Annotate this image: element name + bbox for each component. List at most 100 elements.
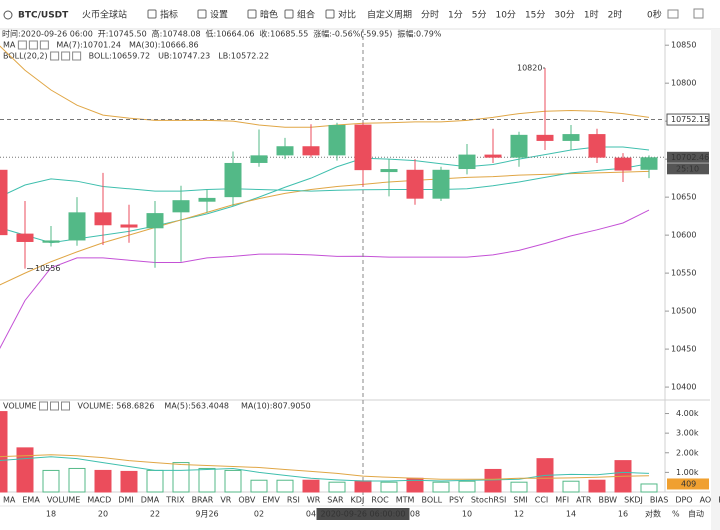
period-button[interactable]: 5分 bbox=[472, 10, 487, 21]
legend-icon[interactable] bbox=[50, 51, 60, 61]
volume-badge bbox=[667, 478, 709, 490]
period-button[interactable]: 30分 bbox=[554, 10, 574, 21]
volume-bar bbox=[250, 479, 268, 493]
toolbar-icon[interactable] bbox=[147, 9, 157, 19]
candle-body bbox=[224, 162, 242, 198]
volume-bar bbox=[328, 481, 346, 493]
indicator-tab[interactable]: SKDJ bbox=[624, 496, 643, 505]
indicator-tab[interactable]: EMV bbox=[262, 496, 280, 505]
indicator-tab[interactable]: MTM bbox=[396, 496, 415, 505]
volume-bar bbox=[510, 481, 528, 493]
period-button[interactable]: 1分 bbox=[448, 10, 463, 21]
indicator-tab[interactable]: DMA bbox=[141, 496, 160, 505]
side-panel bbox=[711, 29, 720, 530]
x-tick-label: 02 bbox=[254, 510, 264, 519]
indicator-tab[interactable]: DPO bbox=[675, 496, 692, 505]
indicator-tab[interactable]: ROC bbox=[371, 496, 389, 505]
toolbar-button[interactable]: 设置 bbox=[210, 10, 228, 21]
indicator-tab[interactable]: BRAR bbox=[192, 496, 214, 505]
annotation: 10820 bbox=[517, 63, 542, 72]
indicator-tab[interactable]: BIAS bbox=[650, 496, 668, 505]
candle-body bbox=[276, 146, 294, 156]
volume-badge-label: 409 bbox=[681, 479, 696, 488]
legend-icon[interactable] bbox=[17, 40, 27, 50]
indicator-tab[interactable]: BBW bbox=[598, 496, 617, 505]
indicator-tab[interactable]: AO bbox=[700, 496, 712, 505]
toolbar-button[interactable]: 指标 bbox=[160, 9, 178, 21]
y-tick-label: 4.00k bbox=[676, 409, 699, 418]
period-button[interactable]: 分时 bbox=[421, 9, 439, 21]
candle-body bbox=[588, 134, 606, 158]
indicator-tab[interactable]: RSI bbox=[287, 496, 300, 505]
indicator-tab[interactable]: Position bbox=[718, 496, 720, 505]
indicator-tab[interactable]: MFI bbox=[555, 496, 569, 505]
indicator-tab[interactable]: SAR bbox=[327, 496, 344, 505]
indicator-tab[interactable]: EMA bbox=[22, 496, 40, 505]
indicator-tab[interactable]: TRIX bbox=[165, 496, 185, 505]
legend-icon[interactable] bbox=[72, 51, 82, 61]
volume-bar bbox=[224, 469, 242, 493]
volume-bar bbox=[16, 447, 34, 493]
legend-icon[interactable] bbox=[28, 40, 38, 50]
volume-bar bbox=[484, 468, 502, 493]
camera-icon[interactable] bbox=[667, 9, 679, 19]
search-icon[interactable] bbox=[3, 10, 13, 20]
legend-icon[interactable] bbox=[61, 51, 71, 61]
period-button[interactable]: 10分 bbox=[495, 10, 515, 21]
indicator-label: MA bbox=[3, 41, 16, 50]
toolbar-icon[interactable] bbox=[284, 9, 294, 19]
symbol[interactable]: BTC/USDT bbox=[18, 11, 69, 21]
candle-body bbox=[302, 146, 320, 156]
toolbar-icon[interactable] bbox=[197, 9, 207, 19]
y-tick-label: 2.00k bbox=[676, 448, 699, 457]
axis-option[interactable]: 对数 bbox=[645, 509, 661, 519]
price-badge-label: 10752.15 bbox=[671, 115, 709, 124]
exchange[interactable]: 火币全球站 bbox=[82, 9, 127, 21]
toolbar-button[interactable]: 组合 bbox=[297, 9, 315, 21]
candle-body bbox=[328, 124, 346, 156]
period-button[interactable]: 15分 bbox=[525, 10, 545, 21]
toolbar-icon[interactable] bbox=[325, 9, 335, 19]
legend-icon[interactable] bbox=[50, 401, 59, 411]
indicator-tab[interactable]: DMI bbox=[118, 496, 133, 505]
axis-option[interactable]: 自动 bbox=[688, 509, 704, 519]
indicator-tab[interactable]: SMI bbox=[513, 496, 527, 505]
axis-option[interactable]: % bbox=[672, 510, 680, 519]
x-tick-label: 22 bbox=[150, 510, 160, 519]
legend-icon[interactable] bbox=[39, 40, 49, 50]
toolbar-button[interactable]: 暗色 bbox=[260, 9, 278, 21]
indicator-tab[interactable]: ATR bbox=[576, 496, 592, 505]
legend-entry: LB:10572.22 bbox=[218, 52, 269, 61]
indicator-tab[interactable]: MA bbox=[3, 496, 16, 505]
candle-body bbox=[536, 134, 554, 141]
toolbar-icon[interactable] bbox=[247, 9, 257, 19]
legend-icon[interactable] bbox=[39, 401, 48, 411]
indicator-tab[interactable]: VOLUME bbox=[47, 496, 81, 505]
indicator-tab[interactable]: CCI bbox=[535, 496, 549, 505]
indicator-line bbox=[0, 45, 650, 128]
custom-period[interactable]: 自定义周期 bbox=[367, 9, 412, 21]
legend-entry: MA(5):563.4048 bbox=[164, 402, 229, 411]
indicator-line bbox=[0, 170, 650, 286]
x-tick-label: 12 bbox=[514, 510, 524, 519]
candle-body bbox=[510, 134, 528, 158]
indicator-tab[interactable]: PSY bbox=[449, 496, 464, 505]
period-button[interactable]: 1时 bbox=[584, 9, 599, 21]
fullscreen-icon[interactable] bbox=[693, 8, 704, 19]
candle-body bbox=[458, 154, 476, 170]
indicator-tab[interactable]: VR bbox=[220, 496, 231, 505]
period-button[interactable]: 2时 bbox=[608, 9, 623, 21]
volume-bar bbox=[302, 479, 320, 493]
indicator-tab[interactable]: MACD bbox=[87, 496, 111, 505]
toolbar-button[interactable]: 对比 bbox=[338, 9, 356, 21]
indicator-tab[interactable]: BOLL bbox=[421, 496, 442, 505]
volume-bar bbox=[354, 480, 372, 493]
indicator-tab[interactable]: KDJ bbox=[351, 496, 365, 505]
indicator-tab[interactable]: StochRSI bbox=[471, 496, 507, 505]
ohlc-info: 时间:2020-09-26 06:00 bbox=[2, 29, 93, 39]
indicator-tab[interactable]: WR bbox=[307, 496, 321, 505]
legend-icon[interactable] bbox=[61, 401, 70, 411]
indicator-tab[interactable]: OBV bbox=[238, 496, 256, 505]
x-tick-label: 20 bbox=[98, 510, 108, 519]
